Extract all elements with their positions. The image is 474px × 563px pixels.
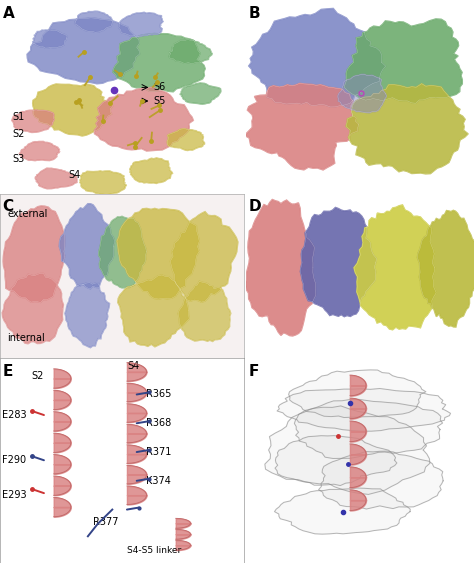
Polygon shape [180, 83, 221, 104]
Polygon shape [170, 212, 238, 302]
Text: S2: S2 [32, 371, 44, 381]
Polygon shape [119, 12, 163, 37]
Polygon shape [249, 8, 386, 107]
Polygon shape [35, 168, 77, 189]
Text: S3: S3 [12, 154, 25, 164]
Text: S4-S5 linker: S4-S5 linker [127, 546, 181, 555]
Polygon shape [3, 206, 65, 302]
Polygon shape [130, 158, 173, 184]
Text: S2: S2 [12, 129, 25, 139]
Polygon shape [277, 388, 450, 431]
Text: F: F [249, 364, 259, 379]
Polygon shape [75, 11, 113, 32]
Polygon shape [275, 436, 397, 485]
Polygon shape [33, 30, 67, 48]
Text: R377: R377 [93, 517, 118, 527]
Polygon shape [338, 74, 386, 113]
Polygon shape [12, 110, 54, 132]
Polygon shape [117, 208, 199, 299]
Text: external: external [7, 209, 48, 219]
Polygon shape [294, 399, 443, 458]
Text: D: D [249, 199, 261, 214]
Polygon shape [346, 84, 468, 174]
Text: R365: R365 [146, 390, 172, 400]
Text: S4: S4 [127, 361, 139, 370]
Text: R371: R371 [146, 447, 172, 457]
Polygon shape [94, 87, 193, 151]
Polygon shape [113, 34, 205, 92]
Polygon shape [169, 39, 212, 64]
Polygon shape [27, 18, 140, 84]
Polygon shape [417, 211, 474, 327]
Polygon shape [118, 275, 189, 347]
Text: A: A [2, 6, 14, 21]
Polygon shape [246, 199, 316, 336]
Text: S6: S6 [154, 82, 166, 92]
Polygon shape [319, 451, 443, 509]
Text: S5: S5 [154, 96, 166, 106]
Text: S4: S4 [68, 170, 81, 180]
Polygon shape [245, 83, 359, 170]
Text: internal: internal [7, 333, 45, 343]
Polygon shape [354, 205, 436, 330]
Text: E283: E283 [2, 410, 27, 420]
Polygon shape [167, 129, 205, 150]
Text: B: B [249, 6, 260, 21]
Polygon shape [33, 84, 113, 136]
Polygon shape [80, 171, 127, 195]
Polygon shape [301, 207, 376, 316]
Text: E: E [2, 364, 13, 379]
Polygon shape [59, 204, 115, 289]
Polygon shape [65, 283, 109, 348]
Polygon shape [99, 216, 146, 288]
Text: R368: R368 [146, 418, 172, 428]
Polygon shape [2, 274, 64, 344]
Text: K374: K374 [146, 476, 171, 486]
Polygon shape [178, 281, 231, 342]
Text: S1: S1 [12, 111, 25, 122]
Polygon shape [274, 488, 410, 534]
Text: C: C [2, 199, 14, 214]
Text: E293: E293 [2, 490, 27, 500]
Polygon shape [19, 141, 60, 160]
Polygon shape [344, 19, 462, 103]
Polygon shape [265, 406, 430, 494]
Polygon shape [289, 370, 426, 418]
Text: F290: F290 [2, 455, 27, 465]
